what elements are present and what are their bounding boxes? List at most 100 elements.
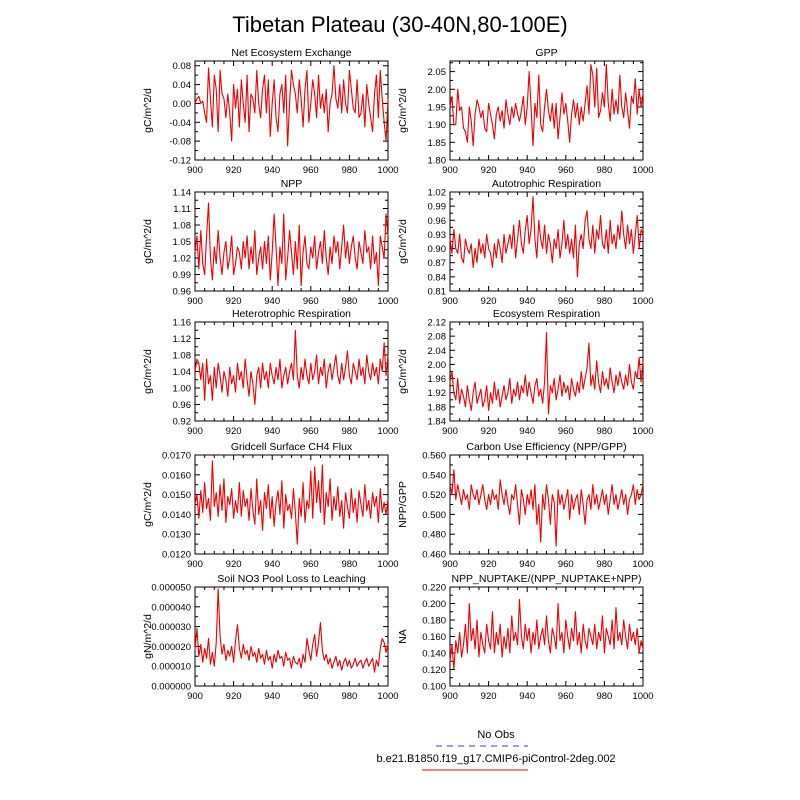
chart-panel: Carbon Use Efficiency (NPP/GPP) NPP/GPP 90… bbox=[397, 441, 654, 570]
series-line bbox=[449, 469, 644, 547]
y-tick-label: 2.05 bbox=[428, 67, 447, 78]
x-tick-label: 1000 bbox=[377, 296, 398, 307]
y-tick-label: 1.05 bbox=[173, 237, 192, 248]
y-tick-label: 0.93 bbox=[428, 230, 447, 241]
x-tick-label: 900 bbox=[187, 165, 203, 176]
y-tick-label: 1.95 bbox=[428, 102, 447, 113]
y-tick-label: 0.0160 bbox=[162, 470, 191, 481]
y-tick-label: 2.00 bbox=[428, 360, 447, 371]
x-tick-label: 960 bbox=[558, 426, 574, 437]
y-tick-label: 1.90 bbox=[428, 120, 447, 131]
y-tick-label: 0.100 bbox=[422, 682, 446, 693]
y-tick-label: 0.0130 bbox=[162, 530, 191, 541]
x-tick-label: 960 bbox=[558, 691, 574, 702]
x-tick-label: 960 bbox=[558, 296, 574, 307]
y-tick-label: 0.000030 bbox=[151, 622, 191, 633]
y-tick-label: 0.96 bbox=[173, 287, 192, 298]
chart-panel: Gridcell Surface CH4 Flux gC/m^2/d 900 920 9… bbox=[142, 441, 399, 570]
y-tick-label: -0.04 bbox=[169, 118, 191, 129]
y-tick-label: 0.99 bbox=[173, 270, 192, 281]
x-tick-label: 900 bbox=[442, 691, 458, 702]
x-tick-label: 920 bbox=[226, 296, 242, 307]
y-tick-label: 0.560 bbox=[422, 451, 446, 462]
y-tick-label: 0.520 bbox=[422, 490, 446, 501]
y-tick-label: 0.460 bbox=[422, 550, 446, 561]
series-line bbox=[449, 332, 644, 415]
panel-title: Carbon Use Efficiency (NPP/GPP) bbox=[466, 441, 626, 453]
y-tick-label: 1.12 bbox=[173, 334, 192, 345]
y-tick-label: 0.480 bbox=[422, 530, 446, 541]
y-tick-label: 0.0140 bbox=[162, 510, 191, 521]
chart-panel: Net Ecosystem Exchange gC/m^2/d 900 920 940 9… bbox=[142, 47, 399, 176]
x-tick-label: 900 bbox=[442, 165, 458, 176]
y-tick-label: 0.000050 bbox=[151, 583, 191, 594]
x-tick-label: 940 bbox=[519, 559, 535, 570]
y-tick-label: 1.84 bbox=[428, 417, 447, 428]
y-tick-label: 1.88 bbox=[428, 402, 447, 413]
y-tick-label: 2.04 bbox=[428, 346, 447, 357]
y-tick-label: 1.08 bbox=[173, 351, 192, 362]
y-tick-label: 1.96 bbox=[428, 374, 447, 385]
x-tick-label: 940 bbox=[264, 165, 280, 176]
panel-title: Ecosystem Respiration bbox=[493, 308, 601, 320]
series-line bbox=[194, 588, 389, 673]
x-tick-label: 1000 bbox=[377, 165, 398, 176]
x-tick-label: 920 bbox=[481, 691, 497, 702]
x-tick-label: 980 bbox=[341, 691, 357, 702]
y-tick-label: 0.000040 bbox=[151, 602, 191, 613]
x-tick-label: 960 bbox=[558, 559, 574, 570]
y-tick-label: 1.14 bbox=[173, 188, 192, 199]
x-tick-label: 1000 bbox=[377, 426, 398, 437]
y-tick-label: 0.120 bbox=[422, 665, 446, 676]
x-tick-label: 960 bbox=[303, 296, 319, 307]
series-line bbox=[449, 598, 644, 671]
x-tick-label: 920 bbox=[481, 426, 497, 437]
x-tick-label: 980 bbox=[341, 426, 357, 437]
y-tick-label: 0.200 bbox=[422, 599, 446, 610]
x-tick-label: 920 bbox=[481, 296, 497, 307]
y-tick-label: 0.180 bbox=[422, 616, 446, 627]
panel-title: Heterotrophic Respiration bbox=[232, 308, 351, 320]
x-tick-label: 960 bbox=[303, 691, 319, 702]
y-axis-label: gN/m^2/d bbox=[142, 614, 154, 659]
y-axis-label: gC/m^2/d bbox=[397, 88, 409, 133]
y-tick-label: 0.000020 bbox=[151, 642, 191, 653]
y-tick-label: 2.12 bbox=[428, 318, 447, 329]
y-tick-label: 0.92 bbox=[173, 417, 192, 428]
x-tick-label: 920 bbox=[481, 165, 497, 176]
y-tick-label: 0.96 bbox=[173, 400, 192, 411]
x-tick-label: 960 bbox=[303, 559, 319, 570]
y-tick-label: 1.85 bbox=[428, 138, 447, 149]
x-tick-label: 940 bbox=[519, 691, 535, 702]
y-tick-label: 0.81 bbox=[428, 287, 447, 298]
y-tick-label: 0.500 bbox=[422, 510, 446, 521]
y-tick-label: 1.00 bbox=[173, 384, 192, 395]
x-tick-label: 960 bbox=[303, 426, 319, 437]
y-axis-label: gC/m^2/d bbox=[142, 349, 154, 394]
x-tick-label: 940 bbox=[264, 426, 280, 437]
y-axis-label: gC/m^2/d bbox=[397, 349, 409, 394]
chart-panel: GPP gC/m^2/d 900 920 940 960 980 1000 1.80 1.85 1.… bbox=[397, 47, 654, 176]
figure-title: Tibetan Plateau (30-40N,80-100E) bbox=[232, 12, 568, 37]
x-tick-label: 980 bbox=[596, 296, 612, 307]
chart-panel: Ecosystem Respiration gC/m^2/d 900 920 940 96… bbox=[397, 308, 654, 437]
y-tick-label: 0.96 bbox=[428, 216, 447, 227]
y-tick-label: 0.000000 bbox=[151, 682, 191, 693]
y-tick-label: 1.92 bbox=[428, 388, 447, 399]
x-tick-label: 980 bbox=[596, 691, 612, 702]
panel-title: Autotrophic Respiration bbox=[492, 178, 601, 190]
chart-panels: Net Ecosystem Exchange gC/m^2/d 900 920 940 9… bbox=[142, 47, 654, 702]
y-tick-label: 0.140 bbox=[422, 649, 446, 660]
x-tick-label: 960 bbox=[303, 165, 319, 176]
chart-panel: NPP_NUPTAKE/(NPP_NUPTAKE+NPP) NA 900 920 940… bbox=[397, 573, 654, 702]
y-axis-label: gC/m^2/d bbox=[142, 219, 154, 264]
y-tick-label: 0.08 bbox=[173, 61, 192, 72]
x-tick-label: 1000 bbox=[632, 426, 653, 437]
x-tick-label: 980 bbox=[596, 559, 612, 570]
y-tick-label: 0.0170 bbox=[162, 451, 191, 462]
y-tick-label: 0.84 bbox=[428, 272, 447, 283]
x-tick-label: 980 bbox=[596, 165, 612, 176]
x-tick-label: 940 bbox=[519, 296, 535, 307]
y-tick-label: 0.540 bbox=[422, 470, 446, 481]
